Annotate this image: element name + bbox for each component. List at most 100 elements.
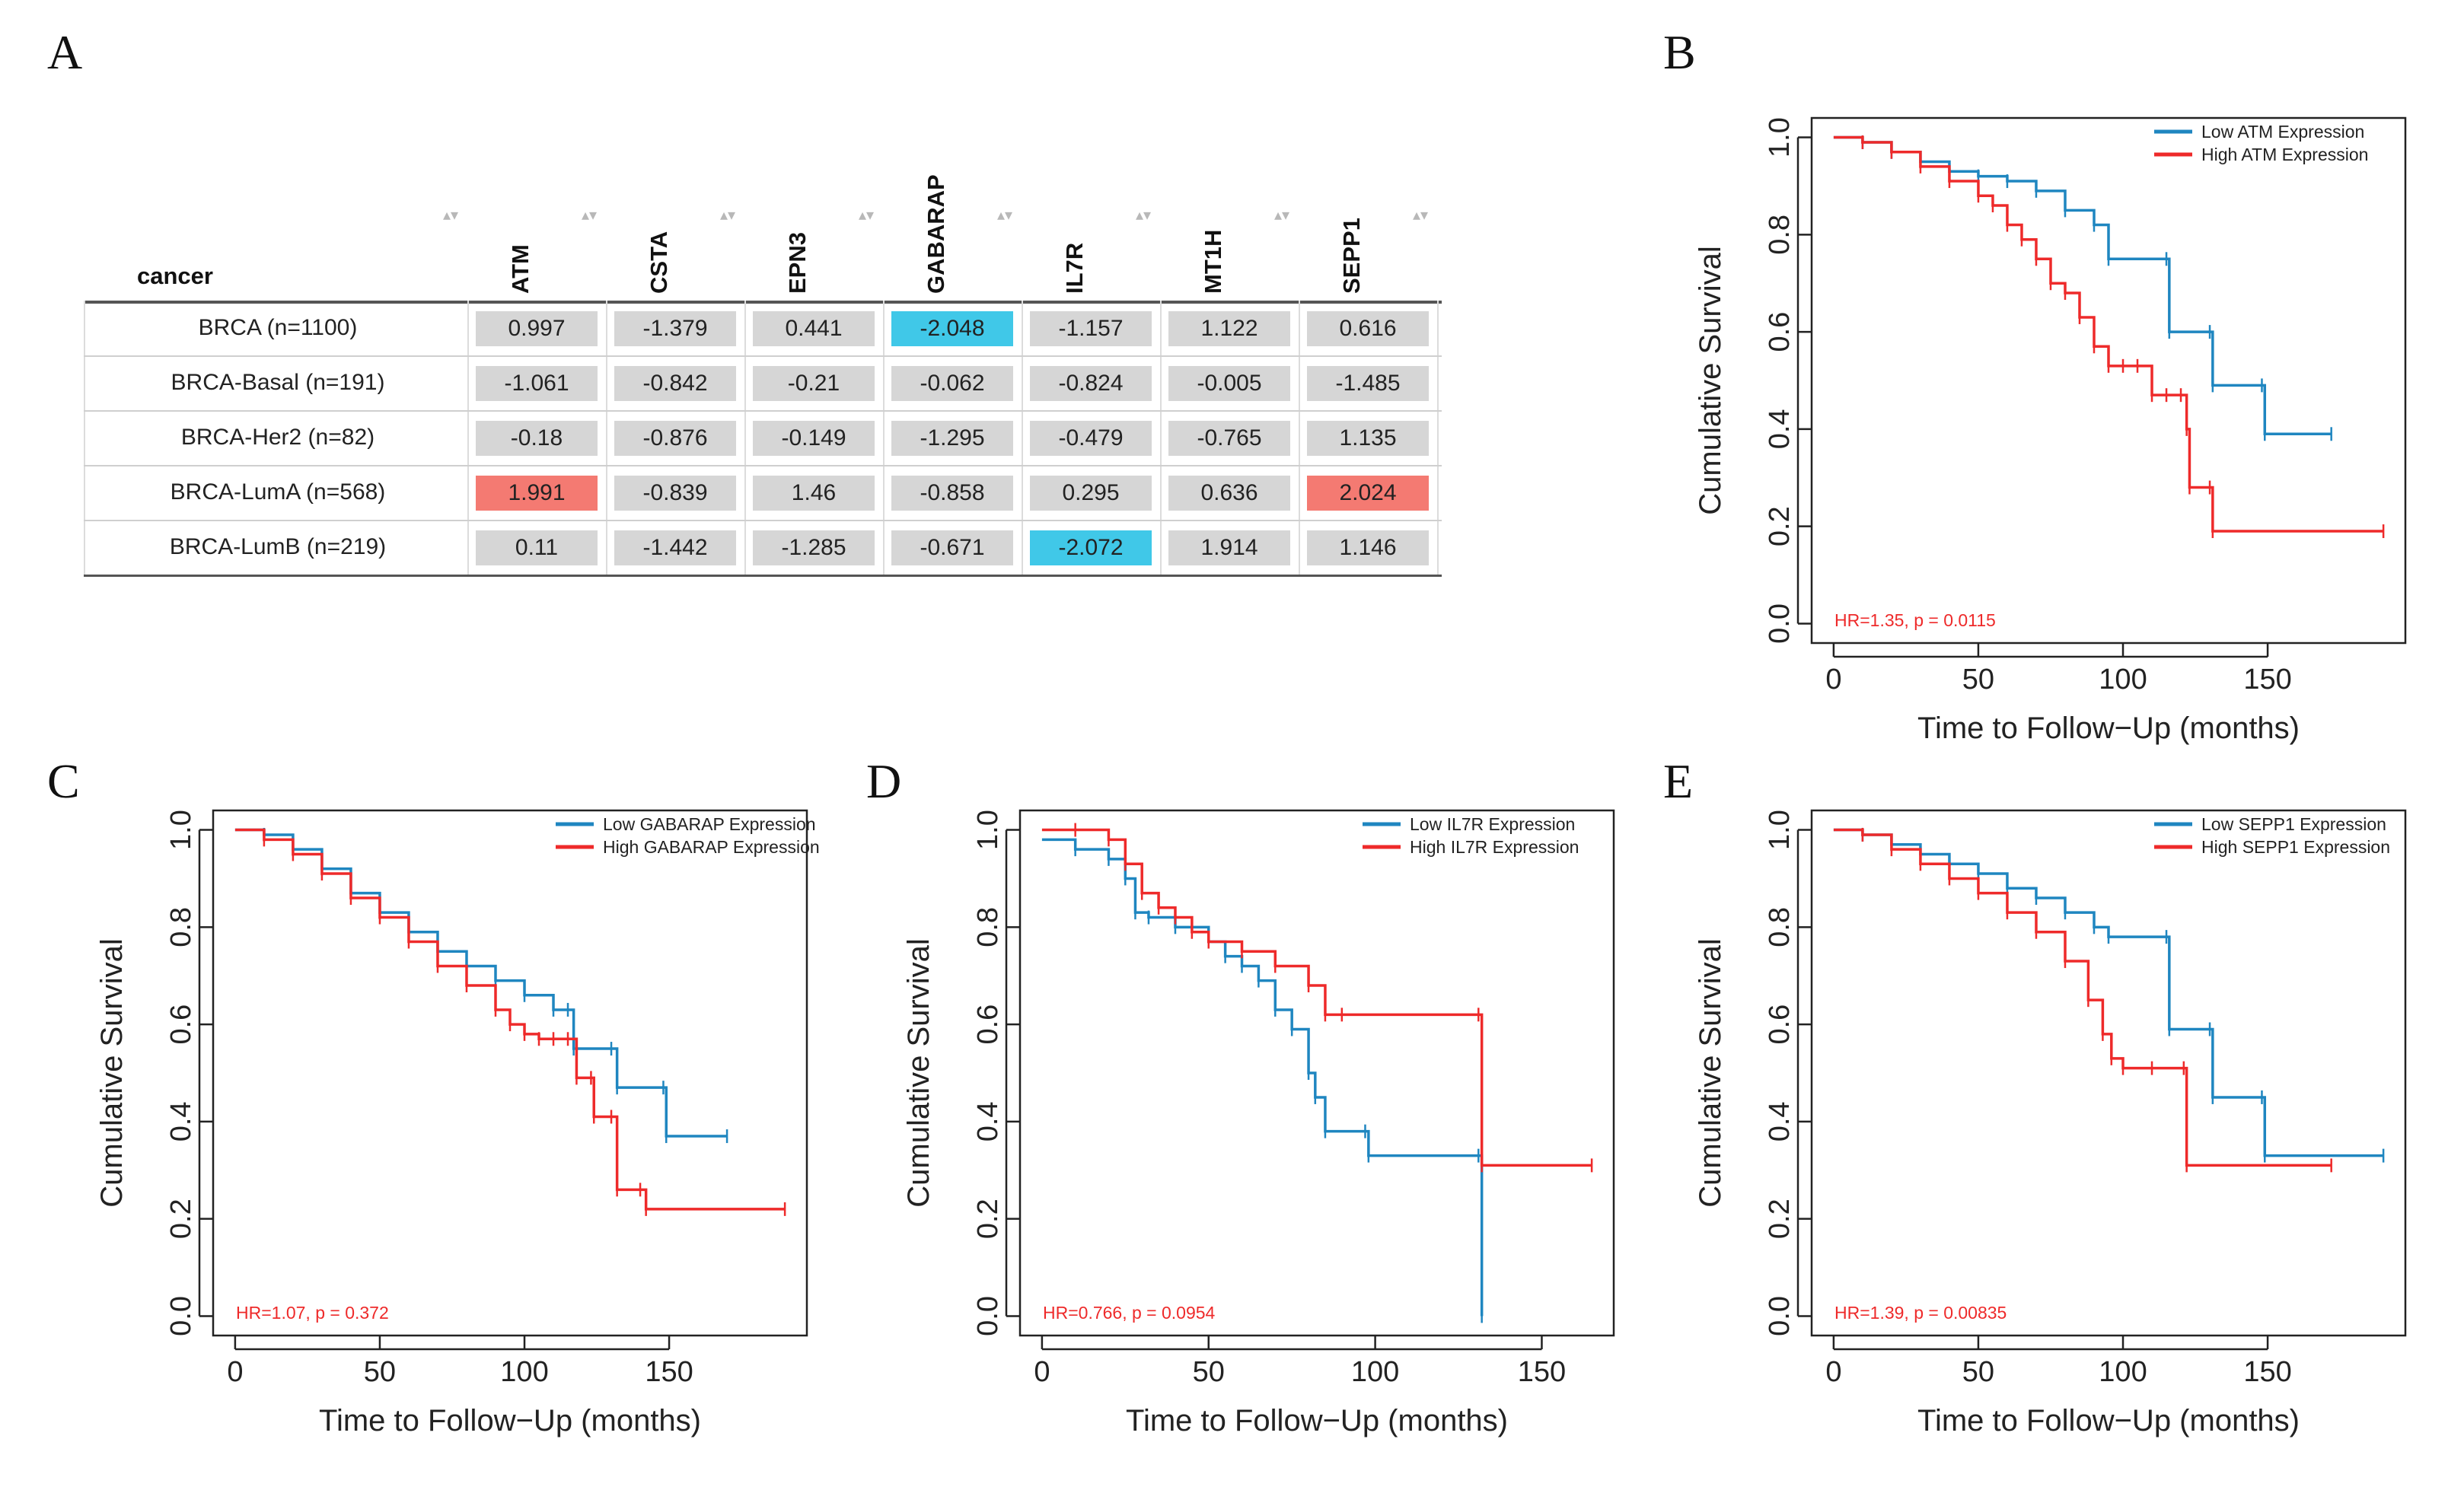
legend-label-high: High SEPP1 Expression: [2201, 837, 2390, 857]
panel-label-e: E: [1663, 754, 1694, 808]
table-cell: 2.024: [1307, 476, 1429, 511]
row-label: BRCA-Her2 (n=82): [180, 425, 375, 450]
survival-chart-c: 0.0 0.2 0.4 0.6 0.8 1.0 0 50 100 150 Time to Follo…: [95, 809, 820, 1437]
x-tick-label: 50: [1962, 664, 1994, 696]
sort-arrow-cancer: ▴▾: [442, 207, 459, 224]
y-tick-label: 0.0: [1764, 1296, 1796, 1336]
row-divider: [84, 355, 1442, 357]
table-cell: -1.442: [614, 530, 736, 565]
table-cell: -2.048: [891, 311, 1013, 346]
x-tick-label: 50: [1193, 1356, 1225, 1388]
x-axis-label: Time to Follow−Up (months): [319, 1404, 701, 1437]
row-divider: [84, 410, 1442, 412]
table-left-border: [84, 301, 85, 575]
y-tick-label: 0.4: [1764, 409, 1796, 449]
survival-curve-low: [234, 828, 728, 1138]
table-bottom-rule: [84, 575, 1442, 577]
table-cell: 1.46: [753, 476, 875, 511]
table-cell: 0.441: [753, 311, 875, 346]
y-tick-label: 0.4: [165, 1101, 197, 1141]
corner-header: cancer: [137, 263, 213, 289]
sort-arrow-mt1h: ▴▾: [1273, 207, 1290, 224]
sort-arrow-atm: ▴▾: [581, 207, 598, 224]
survival-chart-b: 0.0 0.2 0.4 0.6 0.8 1.0 0 50 100 150 Time to Follo…: [1694, 116, 2407, 745]
table-cell: 0.295: [1030, 476, 1152, 511]
sort-arrow-il7r: ▴▾: [1135, 207, 1152, 224]
x-axis-label: Time to Follow−Up (months): [1917, 1404, 2300, 1437]
x-tick-label: 150: [2243, 664, 2291, 696]
y-axis-label: Cumulative Survival: [902, 938, 936, 1207]
table-cell: 1.914: [1168, 530, 1290, 565]
column-header-gabarap: GABARAP: [923, 174, 949, 294]
column-header-mt1h: MT1H: [1200, 229, 1226, 294]
survival-curve-high: [234, 828, 786, 1211]
table-cell: -0.839: [614, 476, 736, 511]
row-label: BRCA (n=1100): [198, 315, 358, 340]
survival-curve-low: [1833, 828, 2384, 1157]
survival-chart-d: 0.0 0.2 0.4 0.6 0.8 1.0 0 50 100 150 Time to Follo…: [902, 809, 1615, 1437]
x-axis-label: Time to Follow−Up (months): [1126, 1404, 1508, 1437]
table-cell: -0.824: [1030, 366, 1152, 401]
sort-arrow-csta: ▴▾: [719, 207, 736, 224]
column-divider: [744, 301, 746, 575]
y-tick-label: 0.6: [1764, 312, 1796, 352]
x-tick-label: 0: [1825, 664, 1841, 696]
hr-annotation: HR=1.07, p = 0.372: [236, 1303, 389, 1323]
plot-frame: [1810, 116, 2407, 645]
x-tick-label: 100: [2099, 664, 2147, 696]
y-axis-label: Cumulative Survival: [1694, 246, 1727, 514]
column-divider: [467, 301, 469, 575]
y-tick-label: 0.6: [165, 1004, 197, 1045]
column-divider: [1160, 301, 1162, 575]
y-tick-label: 0.2: [1764, 506, 1796, 546]
x-tick-label: 0: [1034, 1356, 1050, 1388]
x-axis-label: Time to Follow−Up (months): [1917, 712, 2300, 745]
hr-annotation: HR=0.766, p = 0.0954: [1043, 1303, 1216, 1323]
legend-label-low: Low SEPP1 Expression: [2201, 814, 2386, 834]
x-tick-label: 0: [227, 1356, 243, 1388]
y-tick-label: 1.0: [1764, 810, 1796, 850]
table-top-rule: [84, 301, 1442, 304]
y-tick-label: 0.6: [1764, 1004, 1796, 1045]
y-tick-label: 1.0: [972, 810, 1004, 850]
column-header-csta: CSTA: [645, 231, 672, 294]
table-cell: -0.858: [891, 476, 1013, 511]
x-tick-label: 100: [500, 1356, 548, 1388]
legend-label-high: High GABARAP Expression: [603, 837, 820, 857]
column-divider: [1437, 301, 1439, 575]
panel-label-b: B: [1663, 25, 1696, 79]
table-cell: -2.072: [1030, 530, 1152, 565]
panel-label-a: A: [47, 25, 83, 79]
x-tick-label: 150: [645, 1356, 693, 1388]
column-header-epn3: EPN3: [784, 232, 811, 294]
table-cell: -1.485: [1307, 366, 1429, 401]
table-cell: -1.379: [614, 311, 736, 346]
x-tick-label: 150: [2243, 1356, 2291, 1388]
table-cell: -1.285: [753, 530, 875, 565]
sort-arrow-epn3: ▴▾: [858, 207, 875, 224]
table-cell: -0.18: [476, 421, 598, 456]
y-tick-label: 0.8: [972, 907, 1004, 947]
x-tick-label: 50: [1962, 1356, 1994, 1388]
y-tick-label: 0.2: [972, 1199, 1004, 1239]
column-divider: [1299, 301, 1300, 575]
y-tick-label: 1.0: [1764, 117, 1796, 158]
column-divider: [1022, 301, 1023, 575]
hr-annotation: HR=1.35, p = 0.0115: [1834, 610, 1996, 630]
table-cell: -0.062: [891, 366, 1013, 401]
y-tick-label: 0.2: [165, 1199, 197, 1239]
row-label: BRCA-LumA (n=568): [170, 479, 386, 505]
table-cell: -0.842: [614, 366, 736, 401]
column-header-atm: ATM: [507, 244, 534, 294]
table-cell: 0.616: [1307, 311, 1429, 346]
hr-annotation: HR=1.39, p = 0.00835: [1834, 1303, 2007, 1323]
survival-curve-high: [1833, 828, 2332, 1167]
x-tick-label: 100: [1351, 1356, 1399, 1388]
survival-curve-high: [1041, 828, 1592, 1167]
table-cell: -0.149: [753, 421, 875, 456]
table-cell: 0.997: [476, 311, 598, 346]
plot-frame: [1810, 809, 2407, 1337]
legend-label-high: High ATM Expression: [2201, 145, 2368, 164]
survival-curve-high: [1833, 135, 2384, 533]
y-tick-label: 0.8: [165, 907, 197, 947]
